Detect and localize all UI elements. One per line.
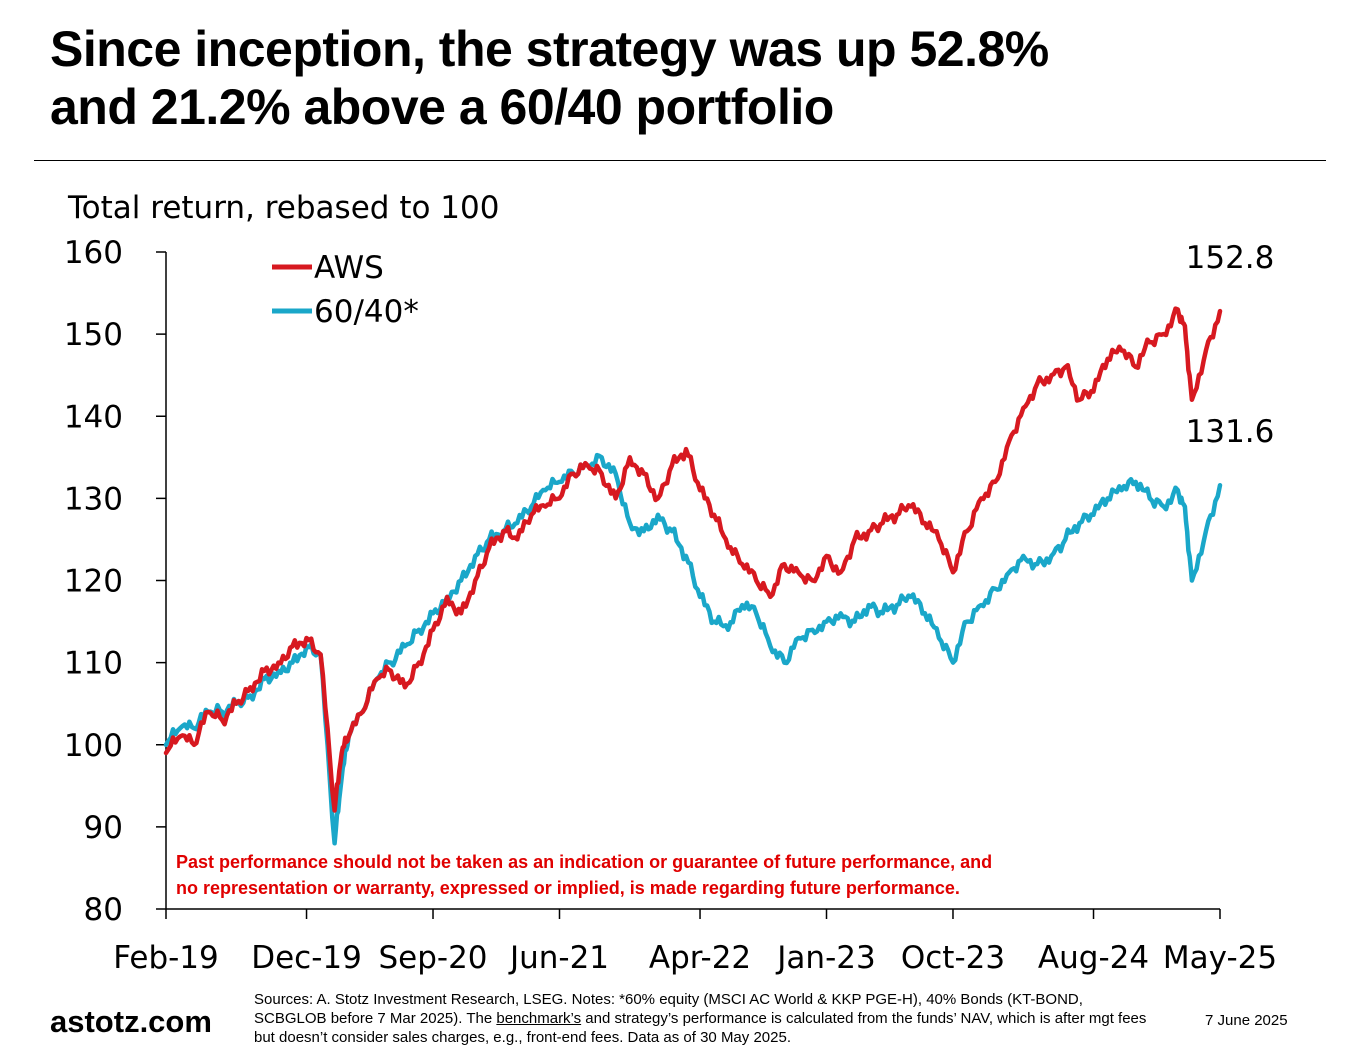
x-tick-label: Jun-21 (508, 940, 609, 976)
sources-note: Sources: A. Stotz Investment Research, L… (254, 990, 1154, 1047)
report-date: 7 June 2025 (1205, 1012, 1288, 1029)
y-tick-label: 110 (64, 646, 123, 682)
brand-website[interactable]: astotz.com (50, 1004, 212, 1039)
benchmark-link[interactable]: benchmark’s (496, 1010, 582, 1027)
y-tick-label: 120 (64, 564, 123, 600)
y-tick-label: 130 (64, 481, 123, 517)
sources-text-post: and strategy’s performance is calculated… (254, 1010, 1147, 1046)
x-tick-label: Sep-20 (378, 940, 487, 976)
x-tick-label: Aug-24 (1038, 940, 1149, 976)
headline-line-2: and 21.2% above a 60/40 portfolio (50, 79, 834, 135)
performance-disclaimer: Past performance should not be taken as … (176, 849, 1076, 901)
disclaimer-line-1: Past performance should not be taken as … (176, 852, 993, 872)
legend-label-aws: AWS (314, 250, 384, 286)
chart-title: Total return, rebased to 100 (67, 190, 499, 226)
y-tick-label: 150 (64, 317, 123, 353)
aws-end-label: 152.8 (1186, 240, 1275, 276)
title-divider (34, 160, 1326, 161)
disclaimer-line-2: no representation or warranty, expressed… (176, 878, 960, 898)
y-tick-label: 160 (64, 235, 123, 271)
y-tick-label: 100 (64, 728, 123, 764)
legend-label-sixty-forty: 60/40* (314, 294, 419, 330)
x-tick-label: Jan-23 (775, 940, 875, 976)
x-tick-label: May-25 (1163, 940, 1277, 976)
y-tick-label: 90 (84, 810, 123, 846)
x-tick-label: Oct-23 (901, 940, 1005, 976)
sixty-forty-end-label: 131.6 (1186, 414, 1275, 450)
y-tick-label: 80 (84, 892, 123, 928)
x-tick-label: Dec-19 (251, 940, 362, 976)
headline-line-1: Since inception, the strategy was up 52.… (50, 21, 1049, 77)
sources-text-pre: Sources: A. Stotz Investment Research, L… (254, 991, 1083, 1027)
aws-series-line (163, 306, 1223, 813)
x-tick-label: Apr-22 (649, 940, 751, 976)
sixty-forty-series-line (163, 452, 1223, 846)
headline: Since inception, the strategy was up 52.… (50, 20, 1310, 136)
x-tick-label: Feb-19 (113, 940, 219, 976)
y-tick-label: 140 (64, 399, 123, 435)
